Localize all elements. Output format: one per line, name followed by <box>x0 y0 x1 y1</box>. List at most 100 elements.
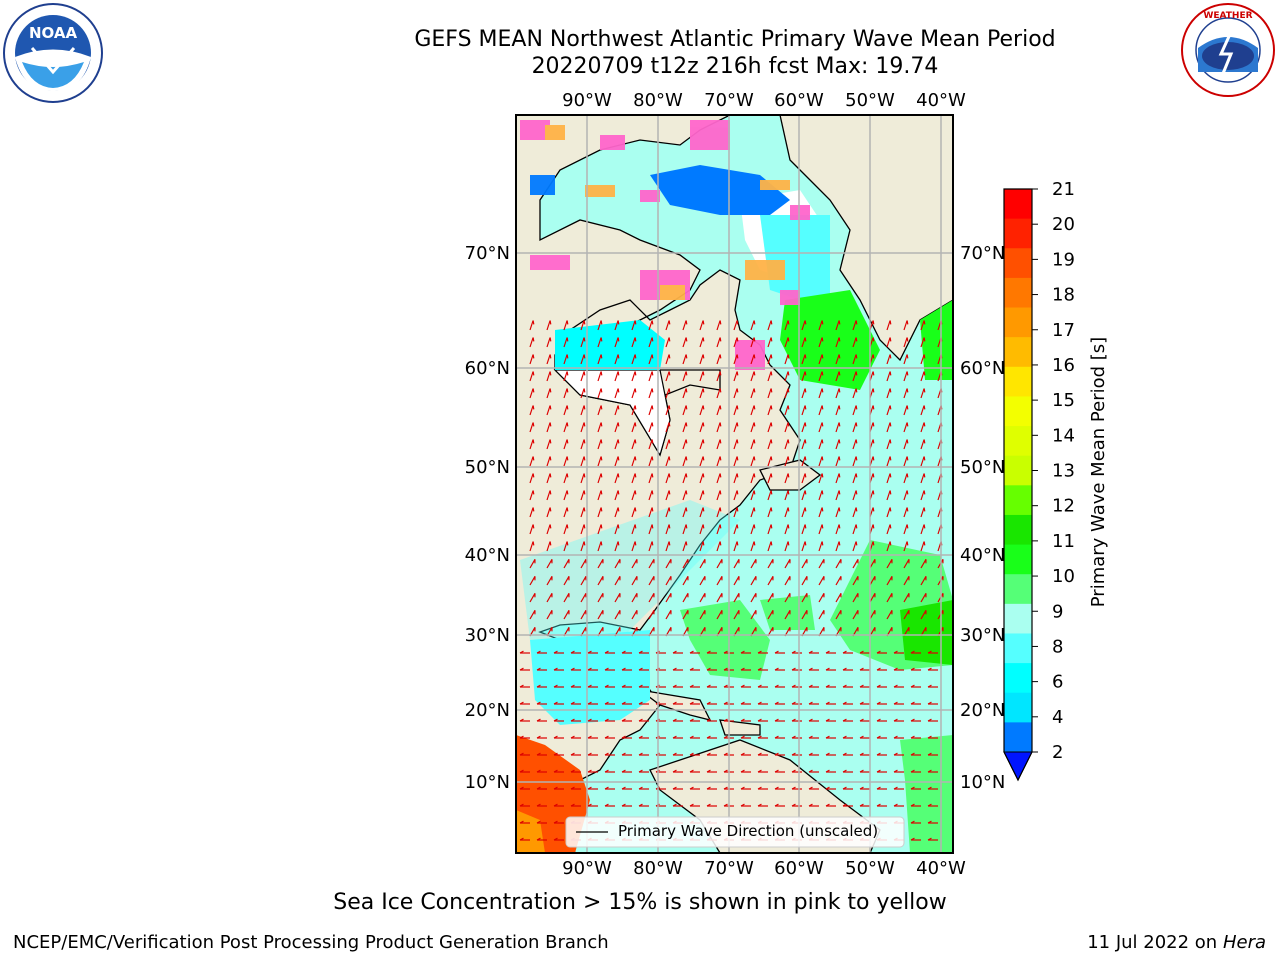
wave-arrow <box>699 337 704 348</box>
legend-label: Primary Wave Direction (unscaled) <box>618 822 879 840</box>
wave-arrow <box>665 559 672 569</box>
wave-arrow-head <box>570 735 575 739</box>
wave-arrow-head <box>757 718 762 722</box>
wave-arrow <box>563 559 570 569</box>
wave-arrow-head <box>787 473 790 478</box>
wave-arrow-head <box>638 701 643 705</box>
wave-arrow <box>631 337 636 348</box>
wave-arrow <box>614 320 619 331</box>
wave-arrow-head <box>927 650 932 654</box>
wave-arrow-head <box>825 701 830 705</box>
lat-label-right: 20°N <box>960 700 1005 721</box>
wave-arrow-head <box>821 490 824 495</box>
wave-arrow-head <box>893 735 898 739</box>
wave-arrow-head <box>587 650 592 654</box>
wave-arrow <box>784 507 789 518</box>
wave-arrow-head <box>787 405 790 410</box>
wave-arrow-head <box>587 752 592 756</box>
wave-arrow-head <box>719 541 722 546</box>
wave-arrow-head <box>910 803 915 807</box>
wave-arrow <box>767 507 772 518</box>
wave-arrow-head <box>604 701 609 705</box>
wave-arrow <box>665 388 670 399</box>
wave-arrow <box>563 576 570 586</box>
wave-arrow <box>716 456 721 467</box>
wave-arrow-head <box>651 337 654 342</box>
wave-arrow-head <box>519 735 524 739</box>
wave-arrow-head <box>566 388 569 393</box>
wave-arrow <box>699 439 704 450</box>
wave-arrow-head <box>757 752 762 756</box>
wave-arrow <box>580 422 585 433</box>
wave-arrow-head <box>893 769 898 773</box>
wave-arrow-head <box>787 456 790 461</box>
wave-arrow-head <box>549 490 552 495</box>
wave-arrow <box>801 456 806 467</box>
wave-arrow <box>818 541 823 552</box>
wave-arrow-head <box>532 371 535 376</box>
wave-arrow-head <box>706 684 711 688</box>
wave-arrow-head <box>583 388 586 393</box>
wave-arrow-head <box>532 354 535 359</box>
wave-arrow-head <box>838 371 841 376</box>
wave-arrow-head <box>553 684 558 688</box>
wave-arrow <box>920 490 925 501</box>
wave-arrow-head <box>740 684 745 688</box>
wave-arrow-head <box>566 405 569 410</box>
lat-labels-left: 70°N 60°N 50°N 40°N 30°N 20°N 10°N <box>465 243 510 793</box>
wave-arrow <box>682 337 687 348</box>
wave-arrow <box>699 541 704 552</box>
wave-arrow <box>750 593 757 603</box>
wave-arrow-head <box>604 752 609 756</box>
wave-arrow-head <box>702 405 705 410</box>
wave-arrow <box>716 371 721 382</box>
wave-arrow-head <box>651 507 654 512</box>
colorbar-tick-label: 10 <box>1052 566 1075 587</box>
wave-arrow-head <box>736 405 739 410</box>
wave-arrow-head <box>621 684 626 688</box>
wave-arrow <box>818 456 823 467</box>
wave-arrow <box>920 559 927 569</box>
wave-arrow-head <box>651 388 654 393</box>
wave-arrow <box>699 610 706 620</box>
wave-arrow <box>648 371 653 382</box>
wave-arrow-head <box>770 439 773 444</box>
lon-label-top: 70°W <box>704 90 754 111</box>
wave-arrow <box>614 337 619 348</box>
wave-arrow <box>682 576 689 586</box>
wave-arrow-head <box>808 752 813 756</box>
wave-arrow <box>750 354 755 365</box>
wave-arrow <box>529 473 534 484</box>
wave-arrow-head <box>808 650 813 654</box>
wave-arrow-head <box>583 354 586 359</box>
wave-arrow-head <box>804 473 807 478</box>
wave-arrow-head <box>842 667 847 671</box>
wave-arrow-head <box>570 786 575 790</box>
wave-arrow <box>886 610 893 620</box>
wave-arrow-head <box>638 684 643 688</box>
wave-arrow <box>818 405 823 416</box>
wave-arrow <box>733 473 738 484</box>
wave-arrow <box>631 490 636 501</box>
wave-arrow-head <box>927 735 932 739</box>
wave-arrow-head <box>893 701 898 705</box>
wave-arrow <box>852 473 857 484</box>
wave-arrow-head <box>770 456 773 461</box>
wave-arrow <box>716 576 723 586</box>
wave-arrow <box>852 593 859 603</box>
date-prefix: 11 Jul 2022 on <box>1087 932 1223 953</box>
wave-arrow-head <box>893 650 898 654</box>
wave-arrow-head <box>587 803 592 807</box>
wave-arrow-head <box>838 388 841 393</box>
wave-arrow-head <box>787 439 790 444</box>
wave-arrow <box>886 490 891 501</box>
wave-arrow-head <box>621 769 626 773</box>
wave-arrow-head <box>893 667 898 671</box>
wave-arrow-head <box>774 650 779 654</box>
wave-arrow-head <box>651 524 654 529</box>
wave-arrow-head <box>566 439 569 444</box>
wave-arrow-head <box>923 541 926 546</box>
map-frame <box>515 114 954 854</box>
wave-arrow-head <box>672 667 677 671</box>
wave-arrow-head <box>617 405 620 410</box>
